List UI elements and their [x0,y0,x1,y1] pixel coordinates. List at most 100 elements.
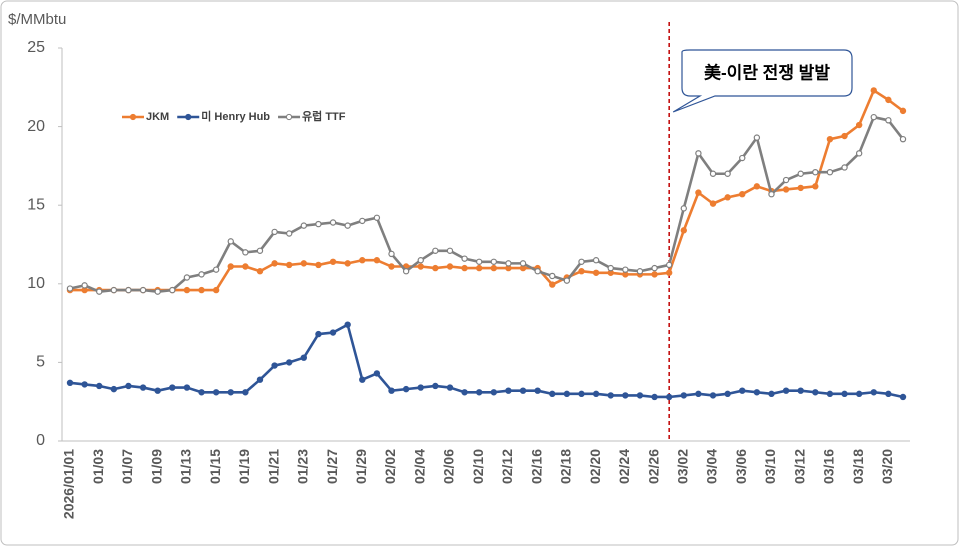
marker [841,390,848,398]
marker [739,387,746,394]
marker [607,264,614,272]
marker [622,266,629,273]
marker [359,376,366,383]
x-tick-label: 03/10 [762,449,778,484]
marker [709,392,717,399]
marker [96,382,103,390]
marker [870,389,877,396]
marker [549,281,556,288]
marker [578,390,585,398]
marker [490,389,498,396]
marker [300,260,308,267]
marker [680,227,687,234]
x-tick-label: 02/20 [587,449,603,484]
x-tick-label: 02/02 [382,449,398,484]
marker [183,384,191,391]
x-tick-label: 01/13 [178,449,194,484]
marker [461,255,468,262]
marker [461,389,468,396]
marker [388,387,395,394]
marker [242,389,249,396]
marker [563,277,571,284]
marker [490,264,498,272]
marker [797,170,804,177]
x-tick-label: 01/09 [148,449,164,484]
x-tick-label: 02/18 [558,449,574,484]
x-tick-label: 02/06 [441,449,457,484]
marker [359,217,366,225]
marker [782,387,790,394]
marker [198,389,205,396]
marker [826,168,834,176]
marker [373,257,381,264]
marker [183,274,191,281]
marker [300,222,308,229]
marker [490,258,498,265]
marker [753,389,761,396]
x-tick-label: 03/12 [791,449,807,484]
x-tick-label: 02/24 [616,449,632,484]
marker [709,200,717,207]
marker [826,390,834,398]
marker [271,228,278,236]
marker [885,96,892,104]
marker [96,288,103,295]
marker [592,257,600,264]
marker [373,370,381,377]
marker [110,385,118,393]
x-tick-label: 02/16 [528,449,544,484]
marker [315,330,322,338]
marker [519,260,527,267]
marker [592,269,600,276]
marker [242,263,249,270]
marker [256,247,264,254]
marker [651,393,658,401]
marker [724,390,731,398]
marker [505,260,512,267]
marker [66,285,74,292]
x-tick-label: 01/19 [236,449,252,484]
marker [446,263,454,270]
marker [636,392,644,399]
marker [563,390,571,398]
marker [782,176,790,184]
legend-label: 유럽 TTF [302,109,346,123]
marker [271,362,278,369]
marker [870,87,877,94]
marker [81,282,88,289]
marker [475,389,483,396]
marker [812,168,819,176]
marker [388,263,395,270]
marker [665,393,673,401]
marker [651,271,658,278]
y-tick-label: 20 [27,118,45,135]
marker [475,264,483,272]
marker [724,194,731,201]
marker [549,272,556,280]
marker [329,329,337,336]
marker [680,205,687,212]
marker [812,389,819,396]
marker [198,286,205,294]
marker [665,261,673,269]
marker [446,247,454,254]
marker [154,288,161,295]
marker [139,286,147,294]
legend-label: 미 Henry Hub [201,109,270,123]
x-tick-label: 02/12 [499,449,515,484]
x-tick-label: 03/18 [850,449,866,484]
marker [125,382,132,390]
marker [549,390,556,398]
marker [329,219,337,226]
marker [797,387,804,394]
marker [432,382,439,390]
marker [373,214,381,221]
marker [695,390,702,398]
marker [402,385,410,393]
marker [212,266,220,273]
marker [432,247,439,254]
marker [768,190,775,198]
marker [286,359,293,366]
